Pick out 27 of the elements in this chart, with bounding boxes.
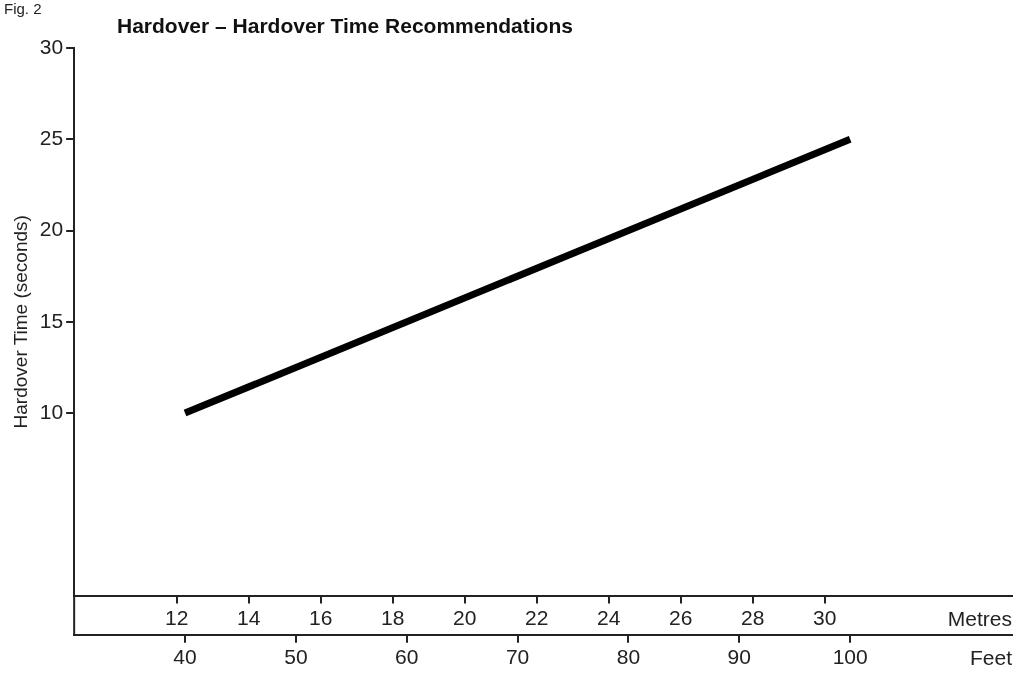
- y-tick-label: 30: [39, 34, 64, 58]
- x-tick-label: 60: [395, 645, 419, 669]
- x2-tick-label: 28: [741, 606, 765, 629]
- x2-tick-label: 12: [165, 606, 189, 629]
- caption: Fig. 2: [4, 0, 42, 17]
- x2-tick-label: 20: [453, 606, 477, 629]
- x-tick-label: 70: [505, 645, 530, 669]
- x-tick-label: 50: [284, 645, 308, 669]
- y-tick-label: 15: [39, 308, 64, 332]
- x2-tick-label: 26: [669, 606, 693, 629]
- x-tick-label: 40: [173, 645, 197, 669]
- x-tick-label: 80: [616, 645, 641, 669]
- y-tick-label: 10: [39, 399, 64, 423]
- x2-tick-label: 22: [525, 606, 549, 629]
- x-tick-label: 90: [727, 645, 751, 669]
- x2-tick-label: 18: [381, 606, 405, 629]
- x-tick-label: 100: [832, 645, 868, 669]
- x2-tick-label: 24: [597, 606, 621, 629]
- x2-tick-label: 14: [237, 606, 261, 629]
- y-axis-title: Hardover Time (seconds): [9, 215, 31, 429]
- y-tick-label: 25: [39, 126, 64, 150]
- chart-title: Hardover – Hardover Time Recommendations: [117, 14, 573, 38]
- x2-axis-title: Metres: [947, 607, 1012, 630]
- x2-tick-label: 30: [813, 606, 837, 629]
- x-axis-title: Feet: [969, 646, 1013, 670]
- y-tick-label: 20: [39, 217, 64, 241]
- x2-tick-label: 16: [309, 606, 333, 629]
